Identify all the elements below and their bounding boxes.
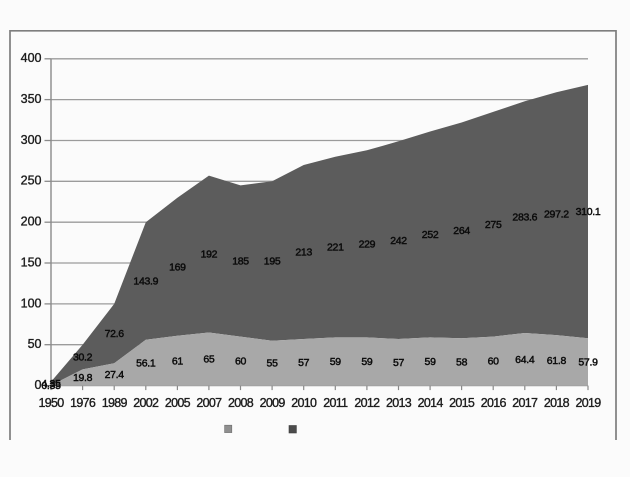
svg-text:2016: 2016: [481, 396, 507, 410]
svg-text:200: 200: [21, 215, 42, 229]
svg-text:192: 192: [201, 249, 218, 261]
svg-text:4.35: 4.35: [41, 378, 61, 390]
svg-text:275: 275: [485, 219, 502, 231]
svg-text:2018: 2018: [544, 396, 570, 410]
svg-text:2014: 2014: [418, 396, 444, 410]
svg-text:2012: 2012: [354, 396, 380, 410]
svg-text:59: 59: [330, 356, 342, 368]
svg-text:2013: 2013: [386, 396, 412, 410]
svg-text:213: 213: [295, 247, 312, 259]
svg-text:55: 55: [267, 358, 279, 370]
svg-text:2009: 2009: [260, 396, 286, 410]
svg-text:169: 169: [169, 261, 186, 273]
svg-text:61.8: 61.8: [547, 355, 567, 367]
svg-text:100: 100: [21, 296, 42, 310]
svg-text:195: 195: [264, 256, 281, 268]
svg-text:1989: 1989: [102, 396, 128, 410]
svg-text:19.8: 19.8: [73, 372, 93, 384]
svg-text:1950: 1950: [38, 396, 64, 410]
svg-text:60: 60: [235, 356, 247, 368]
svg-text:264: 264: [453, 225, 470, 237]
svg-text:27.4: 27.4: [105, 369, 125, 381]
svg-text:72.6: 72.6: [105, 328, 125, 340]
svg-text:350: 350: [21, 92, 42, 106]
svg-text:2015: 2015: [449, 396, 475, 410]
svg-text:283.6: 283.6: [512, 212, 537, 224]
svg-text:0.35: 0.35: [41, 380, 61, 392]
svg-text:300: 300: [21, 133, 42, 147]
svg-text:2007: 2007: [196, 396, 222, 410]
svg-text:57: 57: [393, 357, 405, 369]
svg-text:57: 57: [298, 357, 310, 369]
svg-text:2002: 2002: [133, 396, 159, 410]
svg-text:185: 185: [232, 256, 249, 268]
svg-text:242: 242: [390, 235, 407, 247]
svg-text:297.2: 297.2: [544, 208, 569, 220]
svg-text:0: 0: [35, 378, 42, 392]
svg-text:60: 60: [488, 356, 500, 368]
svg-text:221: 221: [327, 242, 344, 254]
svg-text:56.1: 56.1: [136, 357, 156, 369]
svg-text:2008: 2008: [228, 396, 254, 410]
svg-text:57.9: 57.9: [578, 357, 598, 369]
svg-text:2019: 2019: [575, 396, 601, 410]
svg-text:2005: 2005: [165, 396, 191, 410]
svg-text:61: 61: [172, 355, 184, 367]
svg-text:59: 59: [361, 356, 373, 368]
svg-text:64.4: 64.4: [515, 354, 535, 366]
svg-text:1976: 1976: [70, 396, 96, 410]
svg-text:58: 58: [456, 357, 468, 369]
svg-text:400: 400: [21, 51, 42, 65]
svg-text:2011: 2011: [323, 396, 348, 410]
svg-text:150: 150: [21, 255, 42, 269]
svg-text:310.1: 310.1: [576, 206, 601, 218]
svg-text:59: 59: [425, 356, 437, 368]
svg-text:50: 50: [28, 337, 42, 351]
svg-text:250: 250: [21, 174, 42, 188]
svg-text:143.9: 143.9: [133, 276, 158, 288]
svg-text:252: 252: [422, 229, 439, 241]
svg-text:65: 65: [203, 354, 215, 366]
svg-text:30.2: 30.2: [73, 352, 93, 364]
svg-text:229: 229: [359, 238, 376, 250]
svg-text:2010: 2010: [291, 396, 317, 410]
svg-text:2017: 2017: [512, 396, 538, 410]
